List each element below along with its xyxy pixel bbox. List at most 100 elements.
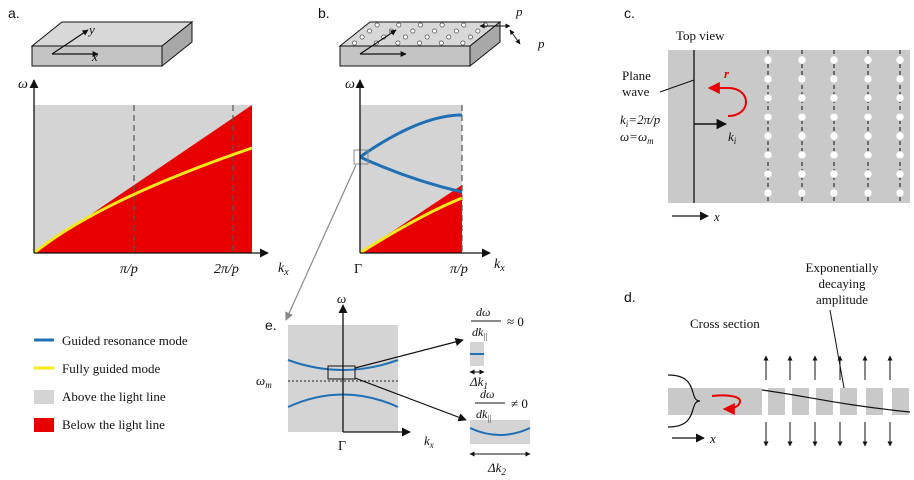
panel-b-zoom-box: [353, 149, 369, 165]
panel-e-bot-num: dω: [480, 387, 494, 401]
grating-block: [892, 388, 909, 415]
hole: [798, 94, 806, 102]
panel-b: b. p p ω kx Γ π/p: [285, 4, 545, 321]
hole: [830, 189, 838, 197]
panel-e-y-label: ω: [337, 291, 346, 306]
panel-b-resonance-upper: [359, 113, 463, 159]
panel-d-label: d.: [624, 289, 636, 305]
panel-d-reflect-arrow: [711, 394, 742, 415]
slab-hole: [359, 34, 365, 40]
slab-hole: [446, 34, 452, 40]
hole: [896, 170, 904, 178]
legend: Guided resonance mode Fully guided mode …: [34, 333, 188, 432]
slab-hole: [417, 22, 423, 28]
hole: [798, 151, 806, 159]
panel-c-x-label: x: [713, 209, 720, 224]
hole: [764, 56, 772, 64]
slab-hole: [439, 22, 445, 28]
panel-c-ki-label: ki: [728, 129, 737, 146]
panel-d-annot-1: Exponentially: [806, 260, 879, 275]
grating-block: [866, 388, 883, 415]
panel-e-zoom-box: [327, 365, 356, 380]
panel-b-slab: p p: [338, 4, 545, 68]
legend-label-below: Below the light line: [62, 417, 165, 432]
grating-block: [816, 388, 833, 415]
hole: [764, 170, 772, 178]
slab-hole: [367, 28, 372, 34]
panel-c-r-label: r: [724, 66, 730, 81]
slab-hole: [424, 34, 430, 40]
panel-c-ki-eq: ki=2π/p: [620, 112, 661, 129]
slab-hole: [460, 40, 466, 46]
panel-e-omega-m: ωm: [256, 373, 272, 390]
grating-block: [768, 388, 785, 415]
slab-hole: [374, 22, 380, 28]
panel-e-arrow-bottom: [354, 377, 467, 422]
panel-d-annot-2: decaying: [819, 276, 866, 291]
hole: [830, 75, 838, 83]
panel-a-fully-guided-curve: [33, 146, 253, 255]
panel-c-plane-wave-pointer: [659, 79, 695, 93]
hole: [896, 189, 904, 197]
panel-d: d. Cross section Exponentially decaying …: [624, 260, 911, 447]
panel-a-y-label: ω: [18, 77, 28, 92]
hole: [896, 151, 904, 159]
panel-e-label: e.: [265, 317, 277, 333]
hole: [764, 94, 772, 102]
panel-d-waveguide: [668, 388, 762, 415]
panel-d-radiation-arrows: [763, 355, 893, 447]
panel-d-decay-curve: [761, 389, 911, 413]
slab-hole: [352, 40, 357, 46]
hole: [864, 56, 872, 64]
panel-e-zoom-bottom-band: [469, 427, 531, 436]
hole: [764, 189, 772, 197]
hole: [864, 75, 872, 83]
legend-label-above: Above the light line: [62, 389, 166, 404]
hole: [896, 113, 904, 121]
grating-block: [792, 388, 809, 415]
panel-d-x-label: x: [709, 431, 716, 446]
panel-b-zoom-arrow: [285, 164, 357, 321]
panel-c-omega-eq: ω=ωm: [620, 129, 654, 146]
hole: [798, 56, 806, 64]
panel-e-top-num: dω: [476, 305, 490, 319]
panel-c-label: c.: [624, 5, 635, 21]
slab-hole: [417, 40, 422, 46]
hole: [830, 170, 838, 178]
panel-d-mode-profile: [667, 374, 701, 428]
hole: [896, 132, 904, 140]
hole: [864, 151, 872, 159]
panel-a-tick-1: π/p: [120, 262, 138, 277]
slab-hole: [410, 28, 416, 34]
hole: [830, 94, 838, 102]
slab-hole: [395, 40, 401, 46]
panel-e-bot-den: dk||: [476, 407, 492, 423]
hole: [764, 75, 772, 83]
hole: [764, 151, 772, 159]
legend-label-fully-guided: Fully guided mode: [62, 361, 160, 376]
panel-d-title: Cross section: [690, 316, 760, 331]
slab-hole: [467, 34, 473, 40]
panel-c-title: Top view: [676, 28, 725, 43]
panel-a-x-label: kx: [278, 261, 289, 278]
panel-c-reflect-arrow-right: [727, 87, 747, 117]
panel-e-arrow-top: [354, 337, 464, 369]
slab-hole: [402, 34, 408, 40]
panel-d-annot-3: amplitude: [816, 292, 868, 307]
hole: [864, 132, 872, 140]
panel-e-x-label: kx: [424, 433, 434, 450]
hole: [764, 113, 772, 121]
slab-hole: [453, 28, 459, 34]
hole: [864, 189, 872, 197]
panel-b-x-label: kx: [494, 257, 505, 274]
panel-d-grating-blocks: [768, 388, 909, 415]
panel-b-period-1: p: [515, 4, 523, 19]
panel-b-y-label: ω: [345, 77, 355, 92]
panel-c-plane-line2: wave: [622, 84, 650, 99]
panel-b-tick-pi: π/p: [450, 262, 468, 277]
hole: [830, 151, 838, 159]
hole: [830, 113, 838, 121]
hole: [798, 189, 806, 197]
panel-b-period-2: p: [537, 36, 545, 51]
